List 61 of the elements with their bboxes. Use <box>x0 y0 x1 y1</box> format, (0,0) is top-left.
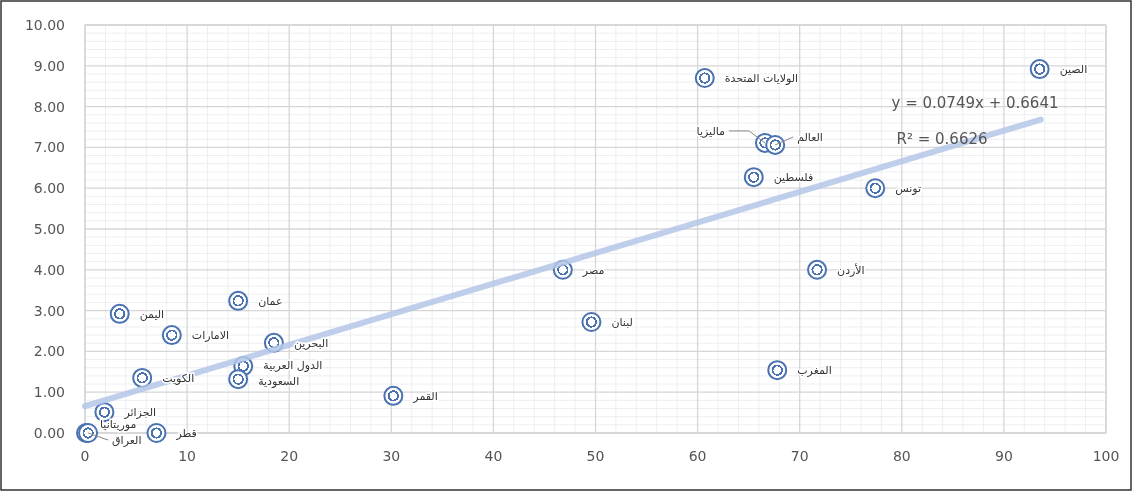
x-tick-label: 80 <box>892 448 911 464</box>
point <box>743 167 764 188</box>
y-tick-label: 4.00 <box>33 261 65 278</box>
point <box>146 423 167 443</box>
annotation: مصر <box>581 263 605 277</box>
x-tick-label: 30 <box>382 448 401 464</box>
point <box>132 367 153 388</box>
x-tick-label: 20 <box>280 448 299 464</box>
x-tick-label: 90 <box>994 448 1013 464</box>
annotation: المغرب <box>797 364 832 378</box>
annotation: الصين <box>1059 62 1088 76</box>
annotation: y = 0.0749x + 0.6641 <box>891 94 1059 112</box>
point <box>228 290 249 311</box>
point <box>109 303 130 324</box>
x-tick-label: 40 <box>484 448 503 464</box>
annotation: R² = 0.6626 <box>896 130 988 148</box>
annotation: موريتانيا <box>100 417 137 431</box>
y-tick-label: 3.00 <box>33 302 65 319</box>
annotation: عمان <box>258 294 283 308</box>
annotation: الأردن <box>837 262 865 277</box>
y-tick-label: 5.00 <box>33 220 65 237</box>
annotation: قطر <box>175 426 197 440</box>
point <box>1029 59 1050 80</box>
annotation: الولايات المتحدة <box>724 71 799 85</box>
point <box>161 325 182 346</box>
y-tick-label: 9.00 <box>33 57 65 74</box>
point <box>807 259 828 280</box>
point <box>383 385 404 406</box>
annotation: لبنان <box>611 315 633 329</box>
x-tick-label: 70 <box>790 448 809 464</box>
y-tick-label: 1.00 <box>33 384 65 401</box>
x-tick-label: 0 <box>80 448 90 464</box>
annotation: القمر <box>412 389 438 403</box>
point <box>767 360 788 381</box>
annotation: العالم <box>797 130 823 144</box>
annotation: الكويت <box>162 371 195 385</box>
x-tick-label: 10 <box>178 448 197 464</box>
point <box>581 312 602 333</box>
annotation: ماليزيا <box>696 124 726 138</box>
annotation: فلسطين <box>773 171 814 185</box>
point <box>228 369 249 390</box>
y-tick-label: 0.00 <box>33 424 65 441</box>
annotation: السعودية <box>258 374 300 388</box>
y-tick-label: 10.00 <box>24 16 65 33</box>
annotation: العراق <box>112 433 142 447</box>
x-tick-label: 100 <box>1092 448 1120 464</box>
annotation: الدول العربية <box>263 358 323 372</box>
y-tick-label: 6.00 <box>33 180 65 197</box>
annotation: الجزائر <box>123 406 157 420</box>
point <box>694 68 715 89</box>
annotation: اليمن <box>139 307 165 321</box>
annotation: تونس <box>895 182 922 196</box>
y-tick-label: 2.00 <box>33 343 65 360</box>
annotation: البحرين <box>293 336 329 350</box>
x-tick-label: 50 <box>586 448 605 464</box>
y-tick-label: 8.00 <box>33 98 65 115</box>
y-tick-label: 7.00 <box>33 139 65 156</box>
x-tick-label: 60 <box>688 448 707 464</box>
point <box>765 134 786 155</box>
point <box>865 178 886 199</box>
annotation: الامارات <box>191 328 230 342</box>
